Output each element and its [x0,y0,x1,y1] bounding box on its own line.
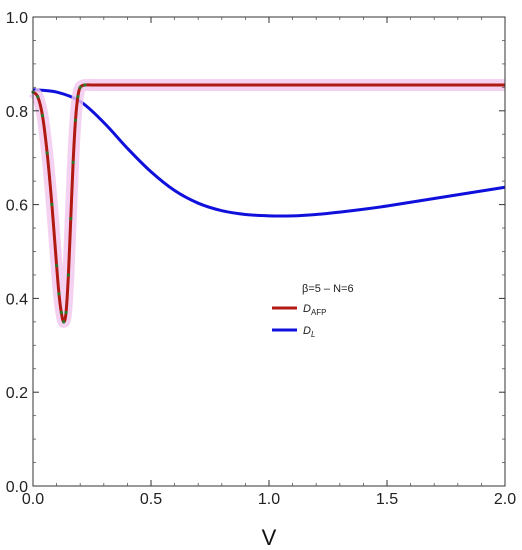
x-tick-label: 2.0 [494,491,516,508]
series-layer [28,78,506,328]
y-tick-label: 0.4 [6,291,28,308]
legend-label-main: D [303,303,311,315]
legend-label: DAFP [303,303,327,317]
legend-label-main: D [303,325,311,337]
series-halo-dafp [28,78,505,328]
series-point-dafp [76,95,80,99]
series-point-dafp [55,263,59,268]
series-point-dafp [64,310,68,315]
x-tick-label: 1.5 [376,491,398,508]
x-tick-label: 0.0 [22,491,44,508]
series-point-dafp [57,292,61,296]
x-tick-label: 0.5 [140,491,162,508]
y-tick-label: 0.6 [6,198,28,215]
series-point-dafp [36,95,40,99]
series-point-dafp [66,273,70,277]
legend-label-sub: L [311,330,315,339]
series-point-dafp [50,203,54,207]
legend-title: β=5 – N=6 [302,283,354,295]
series-line-dl [32,88,506,218]
series-point-dafp [69,217,73,221]
y-tick-label: 0.0 [6,479,28,496]
series-line-dafp [31,83,505,324]
series-point-dafp [59,310,63,315]
x-axis-label: V [262,525,277,550]
y-tick-label: 1.0 [6,10,28,27]
x-tick-label: 1.0 [258,491,280,508]
series-point-dafp [71,160,75,164]
ticks-layer: 0.0 0.5 1.0 1.5 2.0 0.0 0.2 0.4 0.6 0.8 1.0 [6,10,516,508]
series-point-dafp [83,83,87,87]
series-point-dafp [45,151,49,155]
series-point-dafp [78,85,82,89]
y-tick-label: 0.2 [6,385,28,402]
series-point-dafp [62,320,66,324]
y-tick-label: 0.8 [6,104,28,121]
legend-label: DL [303,325,315,339]
series-point-dafp [73,118,78,122]
legend-label-sub: AFP [311,308,327,317]
series-point-dafp [40,113,45,118]
